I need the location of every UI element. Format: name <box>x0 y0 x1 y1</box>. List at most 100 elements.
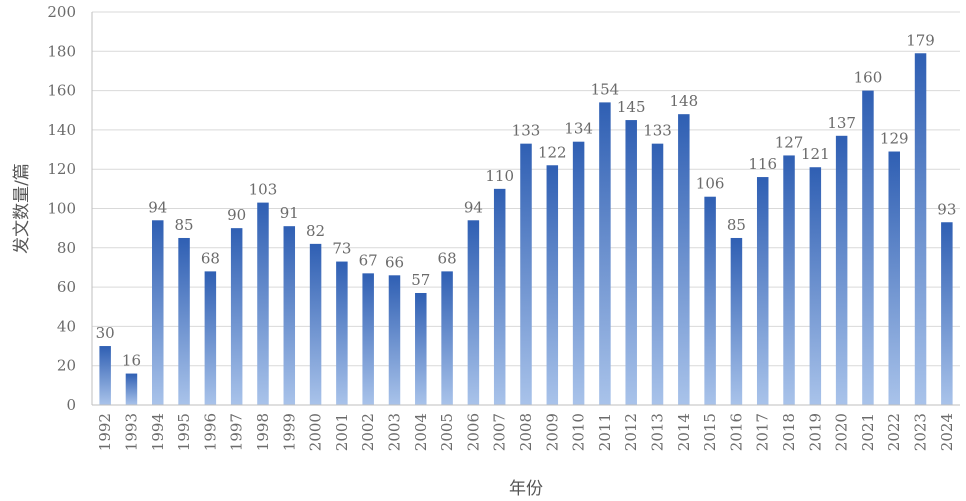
data-label-2018: 127 <box>775 133 804 151</box>
y-tick-label: 80 <box>57 239 76 257</box>
x-tick-label-2001: 2001 <box>333 413 351 451</box>
data-label-2004: 57 <box>411 271 430 289</box>
data-label-2002: 67 <box>359 251 378 269</box>
bar-2019 <box>809 167 822 405</box>
x-tick-label-2004: 2004 <box>412 413 430 451</box>
x-tick-label-2011: 2011 <box>596 413 614 451</box>
data-label-2012: 145 <box>617 98 646 116</box>
data-label-2009: 122 <box>538 143 567 161</box>
data-label-1997: 90 <box>227 206 246 224</box>
data-label-2008: 133 <box>512 122 541 140</box>
data-label-1998: 103 <box>249 181 278 199</box>
data-label-2005: 68 <box>438 249 457 267</box>
y-tick-label: 160 <box>47 82 76 100</box>
data-label-1995: 85 <box>175 216 194 234</box>
bar-2010 <box>572 141 585 405</box>
y-tick-label: 140 <box>47 121 76 139</box>
x-tick-label-1992: 1992 <box>96 413 114 451</box>
data-label-2016: 85 <box>727 216 746 234</box>
data-label-1993: 16 <box>122 352 141 370</box>
x-tick-label-2007: 2007 <box>491 413 509 451</box>
bar-2017 <box>756 177 769 405</box>
bar-1993 <box>125 373 138 405</box>
data-label-2000: 82 <box>306 222 325 240</box>
x-tick-label-2022: 2022 <box>885 413 903 451</box>
x-tick-label-2018: 2018 <box>780 413 798 451</box>
y-tick-label: 120 <box>47 160 76 178</box>
x-axis-title: 年份 <box>509 479 543 499</box>
bar-2014 <box>678 114 690 406</box>
data-label-2014: 148 <box>669 92 698 110</box>
bar-2008 <box>520 143 532 405</box>
data-label-2019: 121 <box>801 145 830 163</box>
bar-2023 <box>914 53 927 405</box>
bar-1998 <box>257 202 269 405</box>
bar-2001 <box>336 261 348 405</box>
x-tick-label-2003: 2003 <box>385 413 403 451</box>
bar-2022 <box>888 151 900 405</box>
data-label-2024: 93 <box>937 200 956 218</box>
data-label-2003: 66 <box>385 253 404 271</box>
x-tick-label-2017: 2017 <box>754 413 772 451</box>
x-tick-label-2021: 2021 <box>859 413 877 451</box>
bar-2003 <box>388 275 401 405</box>
data-label-1992: 30 <box>96 324 115 342</box>
bar-2004 <box>415 292 427 405</box>
x-tick-label-2008: 2008 <box>517 413 535 451</box>
data-label-2010: 134 <box>564 120 593 138</box>
x-tick-label-2023: 2023 <box>912 413 930 451</box>
y-tick-label: 40 <box>57 317 76 335</box>
x-tick-label-2000: 2000 <box>307 413 325 451</box>
data-label-2021: 160 <box>854 69 883 87</box>
bar-2020 <box>835 135 848 406</box>
x-tick-label-1995: 1995 <box>175 413 193 451</box>
x-tick-label-2020: 2020 <box>833 413 851 451</box>
bar-1999 <box>283 226 296 405</box>
x-tick-label-2013: 2013 <box>649 413 667 451</box>
bar-2016 <box>730 237 743 405</box>
x-tick-label-1993: 1993 <box>122 413 140 451</box>
data-label-2011: 154 <box>591 80 620 98</box>
bar-2015 <box>704 196 716 405</box>
y-axis-ticks: 0 20 40 60 80 100 120 140 160 180 200 <box>47 3 76 414</box>
x-tick-label-2019: 2019 <box>806 413 824 451</box>
data-label-2013: 133 <box>643 122 672 140</box>
data-label-2001: 73 <box>332 240 351 258</box>
bar-2007 <box>493 188 506 405</box>
data-label-2015: 106 <box>696 175 725 193</box>
y-tick-label: 100 <box>47 200 76 218</box>
bar-1992 <box>99 346 111 405</box>
data-label-2022: 129 <box>880 130 909 148</box>
bar-2021 <box>862 90 874 405</box>
bar-2012 <box>625 120 637 405</box>
data-label-1994: 94 <box>148 198 167 216</box>
x-tick-label-2009: 2009 <box>543 413 561 451</box>
bar-2006 <box>467 220 480 405</box>
bar-2013 <box>651 143 664 405</box>
data-label-1996: 68 <box>201 249 220 267</box>
y-tick-label: 180 <box>47 42 76 60</box>
y-tick-label: 60 <box>57 278 76 296</box>
bar-2009 <box>546 165 559 405</box>
x-tick-label-2015: 2015 <box>701 413 719 451</box>
bar-2024 <box>941 222 953 405</box>
x-tick-label-2016: 2016 <box>727 413 745 451</box>
y-axis-title: 发文数量/篇 <box>12 163 32 254</box>
bar-2018 <box>783 155 795 405</box>
bar-1996 <box>204 271 217 405</box>
x-tick-label-1997: 1997 <box>228 413 246 451</box>
x-tick-label-1999: 1999 <box>280 413 298 451</box>
bar-2000 <box>309 243 322 405</box>
y-tick-label: 20 <box>57 357 76 375</box>
bar-2002 <box>362 273 374 405</box>
bar-1997 <box>230 228 243 405</box>
x-axis-ticks: 1992 1993 1994 1995 1996 1997 1998 1999 2000 2001… <box>96 413 956 451</box>
x-tick-label-1994: 1994 <box>149 413 167 451</box>
bar-2011 <box>599 102 611 405</box>
x-tick-label-2024: 2024 <box>938 413 956 451</box>
data-label-2006: 94 <box>464 198 483 216</box>
data-label-2017: 116 <box>748 155 777 173</box>
data-label-2023: 179 <box>906 31 935 49</box>
x-tick-label-2005: 2005 <box>438 413 456 451</box>
